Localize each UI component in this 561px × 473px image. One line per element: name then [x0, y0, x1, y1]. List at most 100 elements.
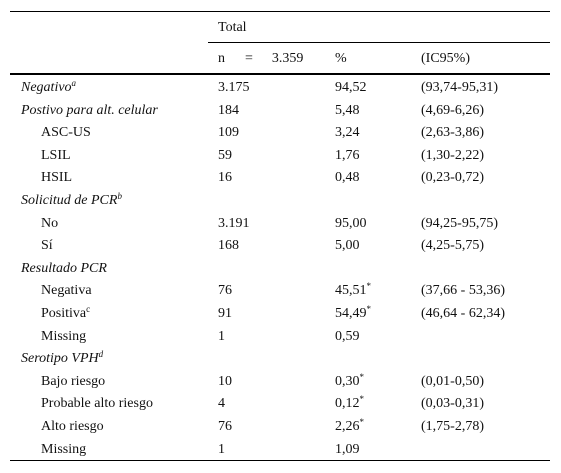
header-total: Total [218, 20, 247, 35]
row-n: 59 [218, 148, 232, 163]
row-pct: 0,30* [335, 372, 365, 390]
row-label: Negativa [41, 283, 92, 299]
row-label: Positivac [41, 304, 91, 322]
header-n-label: n [218, 51, 225, 66]
row-label: Resultado PCR [21, 261, 107, 277]
row-ic: (2,63-3,86) [421, 125, 484, 140]
asterisk-marker: * [359, 394, 365, 404]
row-label: Sí [41, 238, 53, 254]
row-label-text: Alto riesgo [41, 419, 104, 434]
row-label: No [41, 216, 58, 232]
row-pct-value: 5,00 [335, 238, 360, 253]
row-label-text: Missing [41, 442, 87, 457]
footnote-marker: c [86, 304, 91, 314]
row-label: HSIL [41, 170, 72, 186]
row-n: 91 [218, 306, 232, 321]
asterisk-marker: * [366, 304, 372, 314]
row-label: Serotipo VPHd [21, 349, 104, 367]
row-pct: 1,76 [335, 148, 360, 164]
row-n: 109 [218, 125, 239, 140]
row-n: 184 [218, 103, 239, 118]
row-n: 1 [218, 329, 225, 344]
row-pct: 94,52 [335, 80, 367, 96]
row-label: Postivo para alt. celular [21, 103, 158, 119]
row-n: 10 [218, 374, 232, 389]
row-ic: (46,64 - 62,34) [421, 306, 505, 321]
row-label: Solicitud de PCRb [21, 191, 122, 209]
row-pct: 45,51* [335, 281, 372, 299]
row-label: Negativoa [21, 78, 77, 96]
row-pct: 5,48 [335, 103, 360, 119]
row-label-text: Serotipo VPH [21, 351, 99, 366]
row-label-text: Probable alto riesgo [41, 396, 153, 411]
row-label-text: Postivo para alt. celular [21, 103, 158, 118]
row-ic: (0,23-0,72) [421, 170, 484, 185]
row-label-text: Sí [41, 238, 53, 253]
header-pct: % [335, 51, 347, 66]
row-ic: (93,74-95,31) [421, 80, 498, 95]
row-n: 76 [218, 419, 232, 434]
row-label-text: HSIL [41, 170, 73, 185]
header-ic: (IC95%) [421, 51, 470, 66]
row-label-text: Negativa [41, 283, 92, 298]
row-label-text: LSIL [41, 148, 71, 163]
row-pct: 2,26* [335, 417, 365, 435]
row-label: Probable alto riesgo [41, 396, 153, 412]
row-pct-value: 2,26 [335, 419, 360, 434]
row-n: 168 [218, 238, 239, 253]
header-n-value: 3.359 [271, 51, 304, 66]
row-pct-value: 5,48 [335, 103, 360, 118]
row-label-text: Positiva [41, 306, 87, 321]
row-pct: 54,49* [335, 304, 372, 322]
row-pct-value: 0,59 [335, 329, 360, 344]
header-bottom-rule [10, 73, 550, 75]
row-label: Alto riesgo [41, 419, 104, 435]
row-label: Missing [41, 442, 86, 458]
row-label-text: Solicitud de PCR [21, 193, 118, 208]
row-label-text: Missing [41, 329, 87, 344]
row-label: ASC-US [41, 125, 91, 141]
row-pct: 1,09 [335, 442, 360, 458]
row-pct-value: 3,24 [335, 125, 360, 140]
row-ic: (4,69-6,26) [421, 103, 484, 118]
row-ic: (0,03-0,31) [421, 396, 484, 411]
row-ic: (94,25-95,75) [421, 216, 498, 231]
row-pct: 3,24 [335, 125, 360, 141]
row-pct-value: 94,52 [335, 80, 367, 95]
asterisk-marker: * [359, 417, 365, 427]
row-ic: (0,01-0,50) [421, 374, 484, 389]
header-mid-rule [208, 42, 550, 43]
row-label: Missing [41, 329, 86, 345]
row-label-text: ASC-US [41, 125, 91, 140]
row-ic: (1,30-2,22) [421, 148, 484, 163]
row-label-text: No [41, 216, 59, 231]
footnote-marker: a [71, 78, 77, 88]
row-pct: 95,00 [335, 216, 367, 232]
row-label-text: Negativo [21, 80, 72, 95]
footnote-marker: d [98, 349, 104, 359]
row-pct-value: 0,30 [335, 374, 360, 389]
row-label: LSIL [41, 148, 71, 164]
row-pct-value: 54,49 [335, 306, 367, 321]
row-pct-value: 95,00 [335, 216, 367, 231]
row-n: 76 [218, 283, 232, 298]
row-pct: 5,00 [335, 238, 360, 254]
asterisk-marker: * [366, 281, 372, 291]
row-ic: (37,66 - 53,36) [421, 283, 505, 298]
table-top-rule [10, 11, 550, 12]
row-n: 1 [218, 442, 225, 457]
asterisk-marker: * [359, 372, 365, 382]
row-n: 3.191 [218, 216, 250, 231]
row-n: 3.175 [218, 80, 250, 95]
row-pct: 0,12* [335, 394, 365, 412]
row-ic: (4,25-5,75) [421, 238, 484, 253]
row-ic: (1,75-2,78) [421, 419, 484, 434]
footnote-marker: b [117, 191, 122, 201]
row-pct-value: 0,48 [335, 170, 360, 185]
row-pct-value: 45,51 [335, 283, 367, 298]
table-bottom-rule [10, 460, 550, 461]
header-n-eq: = [245, 51, 253, 66]
row-label: Bajo riesgo [41, 374, 105, 390]
row-n: 4 [218, 396, 225, 411]
